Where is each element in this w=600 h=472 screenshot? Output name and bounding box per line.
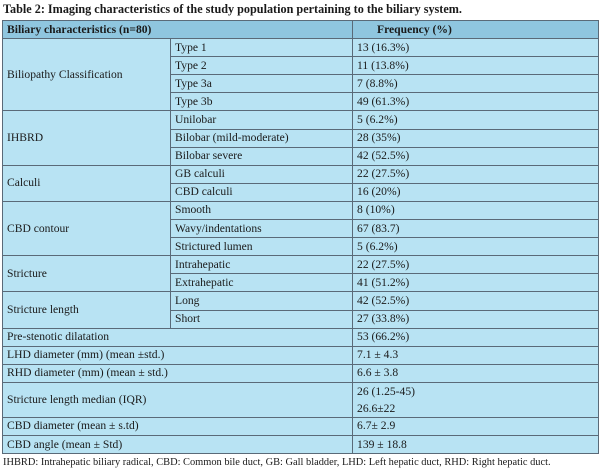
frequency-cell: 42 (52.5%) (352, 146, 600, 166)
table-row: Biliopathy Classification Type 1 13 (16.3%… (2, 38, 600, 112)
table-row: CBD angle (mean ± Std) 139 ± 18.8 (1, 434, 600, 455)
subcategory-cell: Bilobar (mild-moderate) (169, 128, 354, 148)
table-row: RHD diameter (mm) (mean ± std.) 6.6 ± 3.8 (1, 363, 600, 383)
table-row: Type 3b 49 (61.3%) (3, 92, 600, 112)
table-row: Bilobar (mild-moderate) 28 (35%) (3, 128, 600, 148)
table-row: LHD diameter (mm) (mean ±std.) 7.1 ± 4.3 (1, 345, 600, 365)
subcategory-cell: Bilobar severe (169, 146, 354, 166)
subcategory-cell: Short (169, 309, 354, 329)
frequency-value: 26 (1.25-45) (357, 384, 415, 398)
subcategory-cell: Intrahepatic (169, 255, 354, 275)
subcategory-cell: Wavy/indentations (169, 219, 354, 239)
subcategory-cell: Smooth (169, 200, 354, 221)
group-label: IHBRD (2, 110, 171, 166)
frequency-cell: 5 (6.2%) (352, 237, 600, 257)
table-row: Strictured lumen 5 (6.2%) (3, 237, 600, 257)
table-row: Stricture length Long 42 (52.5%) (2, 291, 600, 329)
header-characteristic: Biliary characteristics (n=80) (1, 19, 354, 40)
frequency-cell: 67 (83.7) (352, 219, 600, 239)
subcategory-cell: Type 3b (169, 92, 354, 112)
frequency-cell: 49 (61.3%) (352, 92, 600, 112)
table-row: CBD calculi 16 (20%) (3, 182, 600, 202)
subcategory-cell: Type 2 (169, 56, 354, 76)
subcategory-cell: CBD calculi (169, 182, 354, 202)
biliary-characteristics-table: Biliary characteristics (n=80) Frequency… (1, 19, 600, 455)
frequency-cell: 13 (16.3%) (352, 38, 600, 58)
table-row: Calculi GB calculi 22 (27.5%) (2, 164, 600, 202)
group-label: Stricture (2, 255, 171, 293)
frequency-cell: 7 (8.8%) (352, 74, 600, 94)
table-row: Pre-stenotic dilatation 53 (66.2%) (1, 327, 600, 347)
frequency-cell: 6.7± 2.9 (352, 416, 600, 436)
table-row: Type 3a 7 (8.8%) (3, 74, 600, 94)
row-label: Stricture length median (IQR) (1, 381, 354, 418)
frequency-cell: 42 (52.5%) (352, 291, 600, 311)
subcategory-cell: Unilobar (169, 110, 354, 130)
group-label: Calculi (2, 164, 171, 202)
table-row: IHBRD Unilobar 5 (6.2%) (2, 110, 600, 166)
frequency-cell: 41 (51.2%) (352, 273, 600, 293)
table-row: CBD contour Smooth 8 (10%) (2, 200, 600, 257)
table-row: Type 2 11 (13.8%) (3, 56, 600, 76)
frequency-value: 26.6±22 (357, 401, 396, 415)
table-header-row: Biliary characteristics (n=80) Frequency… (1, 19, 600, 40)
row-label: CBD angle (mean ± Std) (1, 434, 354, 455)
subcategory-cell: Extrahepatic (169, 273, 354, 293)
frequency-cell: 11 (13.8%) (352, 56, 600, 76)
frequency-cell: 27 (33.8%) (352, 309, 600, 329)
group-label: CBD contour (2, 200, 171, 257)
group-label: Biliopathy Classification (2, 38, 171, 112)
table-row: CBD diameter (mean ± s.td) 6.7± 2.9 (1, 416, 600, 436)
row-label: RHD diameter (mm) (mean ± std.) (1, 363, 354, 383)
frequency-cell: 28 (35%) (352, 128, 600, 148)
subcategory-cell: Type 3a (169, 74, 354, 94)
row-label: LHD diameter (mm) (mean ±std.) (1, 345, 354, 365)
frequency-cell-stacked: 26 (1.25-45) 26.6±22 (352, 381, 600, 418)
table-row: Short 27 (33.8%) (3, 309, 600, 329)
header-frequency: Frequency (%) (352, 19, 600, 40)
group-label: Stricture length (2, 291, 171, 329)
table-row: Stricture Intrahepatic 22 (27.5%) (2, 255, 600, 293)
frequency-cell: 8 (10%) (352, 200, 600, 221)
table-footnote: IHBRD: Intrahepatic biliary radical, CBD… (3, 457, 551, 468)
subcategory-cell: GB calculi (169, 164, 354, 184)
frequency-cell: 7.1 ± 4.3 (352, 345, 600, 365)
table-row: Extrahepatic 41 (51.2%) (3, 273, 600, 293)
subcategory-cell: Type 1 (169, 38, 354, 58)
frequency-cell: 5 (6.2%) (352, 110, 600, 130)
table-row: Stricture length median (IQR) 26 (1.25-45… (1, 381, 600, 418)
table-body: Biliopathy Classification Type 1 13 (16.3%… (1, 38, 600, 455)
table-row: Bilobar severe 42 (52.5%) (3, 146, 600, 166)
table-row: Wavy/indentations 67 (83.7) (3, 219, 600, 239)
frequency-cell: 53 (66.2%) (352, 327, 600, 347)
frequency-cell: 139 ± 18.8 (352, 434, 600, 455)
frequency-cell: 22 (27.5%) (352, 255, 600, 275)
row-label: Pre-stenotic dilatation (1, 327, 354, 347)
subcategory-cell: Strictured lumen (169, 237, 354, 257)
frequency-cell: 6.6 ± 3.8 (352, 363, 600, 383)
frequency-cell: 16 (20%) (352, 182, 600, 202)
subcategory-cell: Long (169, 291, 354, 311)
row-label: CBD diameter (mean ± s.td) (1, 416, 354, 436)
frequency-cell: 22 (27.5%) (352, 164, 600, 184)
table-caption: Table 2: Imaging characteristics of the … (3, 2, 462, 16)
